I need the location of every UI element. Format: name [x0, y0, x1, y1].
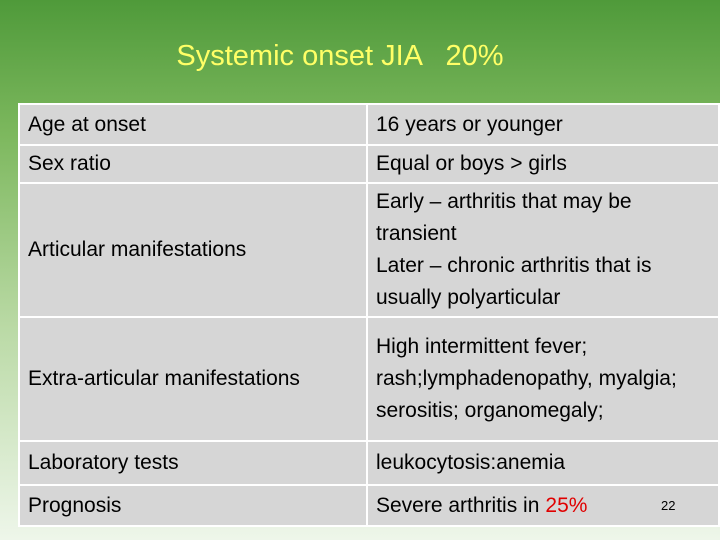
table-row: Laboratory tests leukocytosis:anemia: [18, 440, 720, 486]
row-value: Severe arthritis in 25%: [366, 484, 720, 527]
row-label: Age at onset: [18, 103, 368, 146]
table-row: Extra-articular manifestations High inter…: [18, 316, 720, 442]
value-paragraph: leukocytosis:anemia: [376, 451, 566, 474]
info-table: Age at onset 16 years or younger Sex ratio…: [18, 103, 720, 527]
row-value: leukocytosis:anemia: [366, 440, 720, 486]
row-label: Prognosis: [18, 484, 368, 527]
value-paragraph: Severe arthritis in: [376, 493, 540, 517]
value-paragraph: High intermittent fever; rash;lymphadeno…: [376, 335, 677, 422]
row-value: Early – arthritis that may be transient L…: [366, 182, 720, 318]
value-paragraph: Equal or boys > girls: [376, 152, 567, 175]
row-value: High intermittent fever; rash;lymphadeno…: [366, 316, 720, 442]
row-value: Equal or boys > girls: [366, 144, 720, 184]
row-value: 16 years or younger: [366, 103, 720, 146]
table-row: Age at onset 16 years or younger: [18, 103, 720, 146]
highlight-text: 25%: [545, 493, 588, 517]
value-paragraph: 16 years or younger: [376, 112, 563, 136]
table-row: Sex ratio Equal or boys > girls: [18, 144, 720, 184]
value-paragraph: Early – arthritis that may be transient: [376, 190, 632, 245]
table-row: Prognosis Severe arthritis in 25%: [18, 484, 720, 527]
row-label: Extra-articular manifestations: [18, 316, 368, 442]
slide-title: Systemic onset JIA 20%: [176, 40, 504, 72]
page-number: 22: [661, 498, 676, 513]
value-paragraph: Later – chronic arthritis that is usuall…: [376, 254, 652, 309]
table-body: Age at onset 16 years or younger Sex ratio…: [18, 103, 720, 527]
table-row: Articular manifestations Early – arthriti…: [18, 182, 720, 318]
row-label: Laboratory tests: [18, 440, 368, 486]
row-label: Articular manifestations: [18, 182, 368, 318]
row-label: Sex ratio: [18, 144, 368, 184]
